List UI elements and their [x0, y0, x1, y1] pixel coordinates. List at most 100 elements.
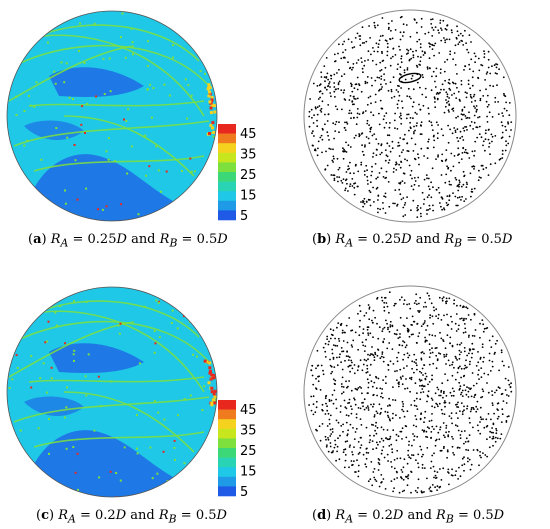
particle-point: [510, 382, 512, 385]
particle-point: [345, 380, 347, 383]
particle-point: [416, 81, 419, 84]
particle-point: [326, 425, 329, 427]
particle-point: [383, 79, 386, 81]
hot-edge-cell: [209, 369, 212, 373]
particle-point: [334, 443, 337, 446]
particle-point: [380, 355, 383, 358]
particle-point: [401, 35, 404, 37]
particle-point: [412, 424, 415, 427]
particle-point: [423, 352, 425, 355]
particle-point: [353, 186, 356, 189]
particle-point: [488, 111, 491, 114]
particle-point: [426, 177, 428, 180]
particle-point: [376, 50, 379, 53]
particle-point: [431, 413, 433, 415]
particle-point: [433, 406, 436, 409]
particle-point: [379, 441, 381, 443]
particle-point: [445, 363, 447, 365]
particle-point: [461, 135, 464, 138]
particle-point: [413, 439, 415, 441]
particle-point: [432, 135, 435, 138]
particle-point: [333, 174, 336, 177]
speckle: [165, 170, 168, 173]
particle-point: [455, 403, 457, 406]
speckle: [163, 83, 166, 86]
particle-point: [401, 107, 404, 109]
particle-point: [353, 97, 356, 100]
particle-point: [325, 402, 327, 405]
particle-point: [406, 365, 408, 367]
colorbar-swatch: [218, 210, 236, 221]
particle-point: [396, 370, 398, 372]
particle-point: [321, 403, 324, 406]
particle-point: [350, 405, 352, 408]
particle-point: [382, 446, 385, 448]
speckle: [83, 62, 86, 64]
particle-point: [406, 484, 409, 487]
particle-point: [382, 356, 385, 359]
particle-point: [334, 337, 336, 340]
particle-point: [337, 180, 339, 183]
particle-point: [363, 202, 366, 205]
particle-point: [370, 111, 372, 114]
particle-point: [327, 412, 330, 415]
particle-point: [341, 350, 343, 353]
particle-point: [375, 138, 378, 141]
particle-point: [356, 97, 359, 100]
particle-point: [508, 114, 511, 117]
particle-point: [371, 134, 374, 137]
particle-point: [476, 400, 479, 403]
speckle: [199, 70, 202, 73]
particle-point: [457, 366, 460, 369]
particle-point: [503, 364, 505, 367]
speckle: [65, 62, 68, 65]
particle-point: [461, 457, 464, 460]
particle-point: [420, 17, 423, 20]
particle-point: [435, 121, 438, 124]
particle-point: [398, 491, 401, 494]
particle-point: [458, 357, 461, 360]
particle-point: [470, 318, 472, 321]
particle-point: [335, 398, 337, 401]
speckle: [64, 342, 67, 345]
particle-point: [457, 429, 460, 432]
particle-point: [316, 85, 319, 87]
particle-point: [472, 128, 474, 130]
particle-point: [399, 181, 402, 184]
particle-point: [405, 117, 408, 120]
particle-point: [413, 371, 415, 374]
speckle: [158, 336, 161, 339]
particle-point: [457, 43, 460, 46]
particle-point: [510, 390, 513, 393]
particle-point: [373, 133, 376, 135]
particle-point: [365, 312, 368, 314]
particle-point: [415, 459, 417, 462]
scatter-plot-d: [303, 285, 517, 499]
particle-point: [338, 176, 341, 179]
particle-point: [413, 353, 416, 356]
particle-point: [367, 480, 370, 483]
particle-point: [468, 68, 471, 70]
particle-point: [432, 70, 435, 73]
particle-point: [416, 216, 419, 219]
particle-point: [439, 202, 441, 204]
particle-point: [322, 346, 325, 349]
streak-line: [43, 34, 205, 117]
particle-point: [409, 48, 412, 51]
particle-point: [440, 196, 443, 199]
particle-point: [371, 353, 373, 356]
speckle: [73, 349, 76, 352]
particle-point: [439, 449, 442, 452]
particle-point: [375, 441, 378, 444]
particle-point: [361, 144, 363, 147]
particle-point: [432, 186, 434, 189]
particle-point: [459, 100, 461, 102]
particle-point: [451, 81, 454, 84]
particle-point: [388, 404, 391, 406]
particle-point: [372, 471, 375, 473]
particle-point: [450, 394, 453, 397]
particle-point: [462, 183, 465, 186]
particle-point: [369, 374, 371, 376]
particle-point: [388, 26, 390, 29]
particle-point: [398, 116, 401, 118]
